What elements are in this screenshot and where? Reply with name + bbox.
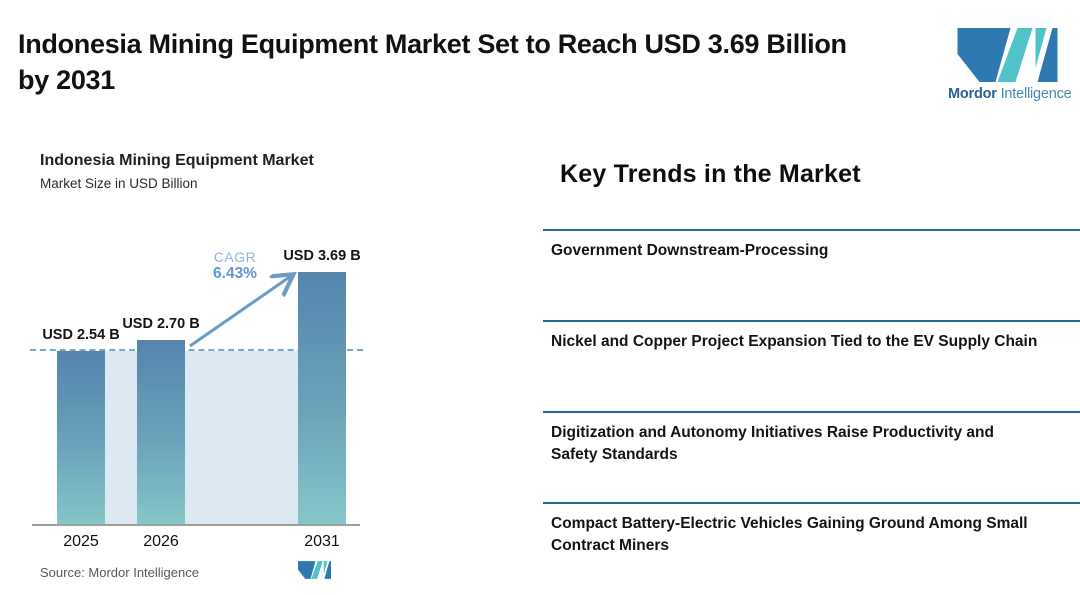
bar-value-label: USD 2.70 B [122,315,200,332]
page-title-line2: by 2031 [18,65,115,95]
trend-item-4: Compact Battery-Electric Vehicles Gainin… [543,502,1080,593]
brand-name-light: Intelligence [1000,86,1072,102]
page-title-line1: Indonesia Mining Equipment Market Set to… [18,29,847,59]
page-title: Indonesia Mining Equipment Market Set to… [18,26,918,98]
mordor-intelligence-logo-icon [957,28,1057,82]
chart-background-band [57,350,346,524]
cagr-value: 6.43% [213,265,257,282]
reference-dashed-line [30,348,363,351]
trend-item-2: Nickel and Copper Project Expansion Tied… [543,320,1080,411]
chart-subtitle: Market Size in USD Billion [40,176,198,191]
bar-2025 [57,350,105,524]
trend-item-label: Compact Battery-Electric Vehicles Gainin… [551,515,1028,554]
cagr-label: CAGR [213,249,257,265]
bar-2031 [298,272,346,524]
bar-2026 [137,339,185,524]
trend-item-1: Government Downstream-Processing [543,229,1080,320]
mini-logo-icon [298,561,331,579]
x-tick-label: 2026 [143,533,179,550]
trend-item-label: Digitization and Autonomy Initiatives Ra… [551,424,994,463]
trend-item-label: Nickel and Copper Project Expansion Tied… [551,333,1038,350]
brand-name: Mordor Intelligence [948,86,1072,102]
trend-item-label: Government Downstream-Processing [551,242,829,259]
trends-heading: Key Trends in the Market [560,160,861,188]
brand-name-bold: Mordor [948,86,997,102]
cagr-annotation: CAGR 6.43% [197,249,273,283]
trends-list: Government Downstream-Processing Nickel a… [543,229,1080,593]
x-tick-label: 2031 [304,533,340,550]
cagr-arrow [183,262,301,354]
bar-value-label: USD 3.69 B [283,248,361,264]
brand-logo: Mordor Intelligence [948,28,1072,102]
source-note: Source: Mordor Intelligence [40,565,199,580]
x-tick-label: 2025 [63,533,99,550]
trend-item-3: Digitization and Autonomy Initiatives Ra… [543,411,1080,502]
x-axis-line [32,524,360,526]
chart-title: Indonesia Mining Equipment Market [40,152,314,169]
bar-value-label: USD 2.54 B [42,326,120,343]
